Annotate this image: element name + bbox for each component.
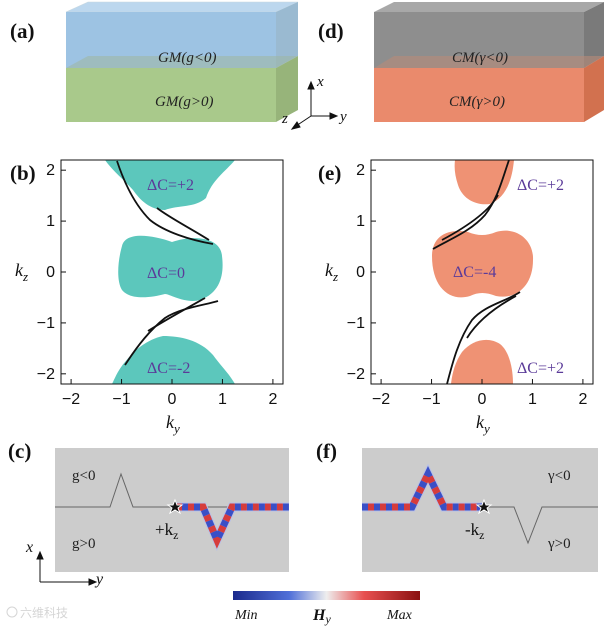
y-tick-label: 0 <box>356 264 365 281</box>
axis2d-y: y <box>94 571 104 588</box>
edge-curve-e2 <box>441 194 499 241</box>
watermark-icon <box>6 606 18 618</box>
axis3d-y: y <box>338 109 347 125</box>
panel-e-tag: (e) <box>318 161 341 185</box>
x-tick-label: −2 <box>372 391 390 408</box>
panel-a-tag: (a) <box>10 19 35 43</box>
axes-3d-icon: x y z <box>281 74 347 130</box>
colorbar-max: Max <box>386 608 413 623</box>
edge-curve-b4 <box>147 297 206 332</box>
x-axis-label: ky <box>166 412 180 436</box>
lower-label-c: g>0 <box>72 536 95 552</box>
x-axis-label: ky <box>476 412 490 436</box>
y-tick-label: −1 <box>37 315 55 332</box>
panel-b: (b) ΔC=+2 ΔC=0 ΔC=-2 −2 −2 −1 −1 0 0 1 1 2 2 ky kz <box>10 159 284 436</box>
y-tick-label: 1 <box>46 213 55 230</box>
axis3d-x: x <box>316 74 324 90</box>
upper-label-f: γ<0 <box>547 468 571 484</box>
panel-f: (f) γ<0 γ>0 -kz <box>316 439 598 572</box>
axis2d-x: x <box>25 539 33 556</box>
lower-label-f: γ>0 <box>547 536 571 552</box>
region-e-label-bottom: ΔC=+2 <box>517 360 564 377</box>
x-tick-label: 2 <box>268 391 277 408</box>
axes-b: −2 −2 −1 −1 0 0 1 1 2 2 ky kz <box>15 162 277 436</box>
edge-curve-e3 <box>446 291 521 384</box>
field-pattern-c <box>176 502 289 552</box>
region-e-mid <box>432 230 534 298</box>
panel-b-tag: (b) <box>10 161 36 185</box>
region-b-label-bottom: ΔC=-2 <box>147 360 190 377</box>
y-tick-label: 0 <box>46 264 55 281</box>
gm-bottom-layer <box>66 68 276 122</box>
y-axis-label: kz <box>15 260 28 284</box>
edge-curve-e1 <box>432 160 510 250</box>
region-e-top <box>454 160 514 205</box>
edge-curve-b3 <box>124 300 219 366</box>
source-label-f: -kz <box>465 520 485 542</box>
region-b-top <box>105 160 235 210</box>
edge-curve-e4 <box>466 295 517 339</box>
axis3d-z: z <box>281 111 288 127</box>
gm-bottom-label: GM(g>0) <box>155 94 213 110</box>
panel-a: (a) GM(g<0) GM(g>0) <box>10 1 299 122</box>
edge-curve-b1 <box>116 160 214 245</box>
colorbar-label: Hy <box>312 607 331 626</box>
colorbar: Min Hy Max <box>233 591 420 626</box>
source-star-f <box>475 498 493 515</box>
y-tick-label: −1 <box>347 315 365 332</box>
panel-d-tag: (d) <box>318 19 344 43</box>
x-tick-label: 1 <box>218 391 227 408</box>
x-tick-label: 0 <box>168 391 177 408</box>
region-b-mid <box>118 235 223 301</box>
watermark-text: 六维科技 <box>20 606 68 620</box>
field-pattern-f <box>362 463 483 512</box>
region-e-label-top: ΔC=+2 <box>517 177 564 194</box>
watermark: 六维科技 <box>6 606 68 620</box>
panel-c: (c) g<0 g>0 +kz <box>8 439 289 572</box>
panel-f-tag: (f) <box>316 439 337 463</box>
region-b-label-mid: ΔC=0 <box>147 265 185 282</box>
region-e-bottom <box>451 339 513 384</box>
y-axis-label: kz <box>325 260 338 284</box>
cm-top-label: CM(γ<0) <box>452 50 508 66</box>
panel-e: (e) ΔC=+2 ΔC=-4 ΔC=+2 −2 −2 −1 −1 0 0 1 1 2 2 ky kz <box>318 159 594 436</box>
cm-bottom-label: CM(γ>0) <box>449 94 505 110</box>
source-star-c <box>166 498 184 515</box>
x-tick-label: 2 <box>578 391 587 408</box>
gm-top-label: GM(g<0) <box>158 50 216 66</box>
axes-e: −2 −2 −1 −1 0 0 1 1 2 2 ky kz <box>325 162 587 436</box>
x-tick-label: −1 <box>112 391 130 408</box>
region-b-label-top: ΔC=+2 <box>147 177 194 194</box>
gm-block <box>65 1 299 122</box>
colorbar-gradient <box>233 591 420 600</box>
y-tick-label: 1 <box>356 213 365 230</box>
region-b-bottom <box>112 336 235 384</box>
region-e-label-mid: ΔC=-4 <box>453 264 496 281</box>
upper-label-c: g<0 <box>72 468 95 484</box>
x-tick-label: 1 <box>528 391 537 408</box>
colorbar-min: Min <box>234 608 258 623</box>
axes-2d-icon: x y <box>25 539 104 588</box>
y-tick-label: 2 <box>46 162 55 179</box>
y-tick-label: −2 <box>347 366 365 383</box>
y-tick-label: −2 <box>37 366 55 383</box>
panel-d: (d) CM(γ<0) CM(γ>0) <box>318 2 604 122</box>
source-label-c: +kz <box>155 520 178 542</box>
y-tick-label: 2 <box>356 162 365 179</box>
edge-curve-b2 <box>156 207 210 241</box>
x-tick-label: −1 <box>422 391 440 408</box>
cm-bottom-layer <box>374 68 584 122</box>
panel-c-tag: (c) <box>8 439 31 463</box>
x-tick-label: 0 <box>478 391 487 408</box>
x-tick-label: −2 <box>62 391 80 408</box>
